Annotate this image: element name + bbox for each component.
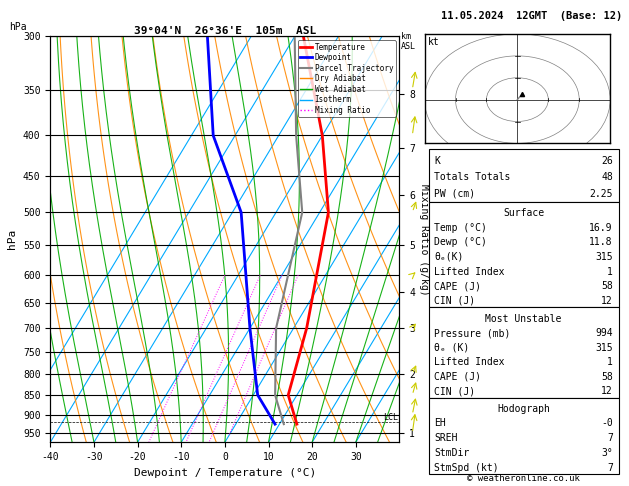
- Text: StmDir: StmDir: [435, 448, 470, 458]
- Text: StmSpd (kt): StmSpd (kt): [435, 463, 499, 472]
- Text: Surface: Surface: [503, 208, 544, 218]
- Y-axis label: hPa: hPa: [8, 229, 18, 249]
- Text: 7: 7: [607, 463, 613, 472]
- Text: kt: kt: [428, 37, 440, 47]
- Text: 12: 12: [601, 386, 613, 396]
- Text: 12: 12: [601, 296, 613, 306]
- Text: 11.8: 11.8: [589, 237, 613, 247]
- Text: 994: 994: [595, 328, 613, 338]
- Text: © weatheronline.co.uk: © weatheronline.co.uk: [467, 473, 580, 483]
- Text: CAPE (J): CAPE (J): [435, 281, 481, 291]
- Text: θₑ(K): θₑ(K): [435, 252, 464, 262]
- Text: 3°: 3°: [601, 448, 613, 458]
- Y-axis label: Mixing Ratio (g/kg): Mixing Ratio (g/kg): [419, 184, 429, 295]
- Text: CIN (J): CIN (J): [435, 296, 476, 306]
- Bar: [428, 149, 619, 202]
- Text: 1: 1: [607, 267, 613, 277]
- Text: 315: 315: [595, 252, 613, 262]
- Title: 39°04'N  26°36'E  105m  ASL: 39°04'N 26°36'E 105m ASL: [134, 26, 316, 35]
- Text: km
ASL: km ASL: [401, 32, 416, 51]
- Bar: [428, 202, 619, 308]
- Text: 16.9: 16.9: [589, 223, 613, 233]
- Text: θₑ (K): θₑ (K): [435, 343, 470, 353]
- Text: 2.25: 2.25: [589, 189, 613, 199]
- Text: 11.05.2024  12GMT  (Base: 12): 11.05.2024 12GMT (Base: 12): [441, 11, 622, 21]
- Text: Lifted Index: Lifted Index: [435, 267, 505, 277]
- Text: EH: EH: [435, 418, 446, 428]
- Text: 48: 48: [601, 173, 613, 182]
- Text: LCL: LCL: [383, 413, 398, 422]
- Text: Dewp (°C): Dewp (°C): [435, 237, 487, 247]
- Text: 315: 315: [595, 343, 613, 353]
- Text: Temp (°C): Temp (°C): [435, 223, 487, 233]
- Text: 7: 7: [607, 433, 613, 443]
- Text: CAPE (J): CAPE (J): [435, 372, 481, 382]
- Legend: Temperature, Dewpoint, Parcel Trajectory, Dry Adiabat, Wet Adiabat, Isotherm, Mi: Temperature, Dewpoint, Parcel Trajectory…: [298, 40, 396, 117]
- Text: PW (cm): PW (cm): [435, 189, 476, 199]
- Text: SREH: SREH: [435, 433, 458, 443]
- Text: 1: 1: [607, 357, 613, 367]
- Text: Hodograph: Hodograph: [497, 404, 550, 414]
- Text: 58: 58: [601, 281, 613, 291]
- Text: Totals Totals: Totals Totals: [435, 173, 511, 182]
- Text: -0: -0: [601, 418, 613, 428]
- Text: Most Unstable: Most Unstable: [486, 313, 562, 324]
- Text: 58: 58: [601, 372, 613, 382]
- Text: 26: 26: [601, 156, 613, 166]
- Text: Lifted Index: Lifted Index: [435, 357, 505, 367]
- Text: Pressure (mb): Pressure (mb): [435, 328, 511, 338]
- Bar: [428, 398, 619, 474]
- X-axis label: Dewpoint / Temperature (°C): Dewpoint / Temperature (°C): [134, 468, 316, 478]
- Text: hPa: hPa: [9, 22, 27, 32]
- Text: K: K: [435, 156, 440, 166]
- Text: CIN (J): CIN (J): [435, 386, 476, 396]
- Bar: [428, 308, 619, 398]
